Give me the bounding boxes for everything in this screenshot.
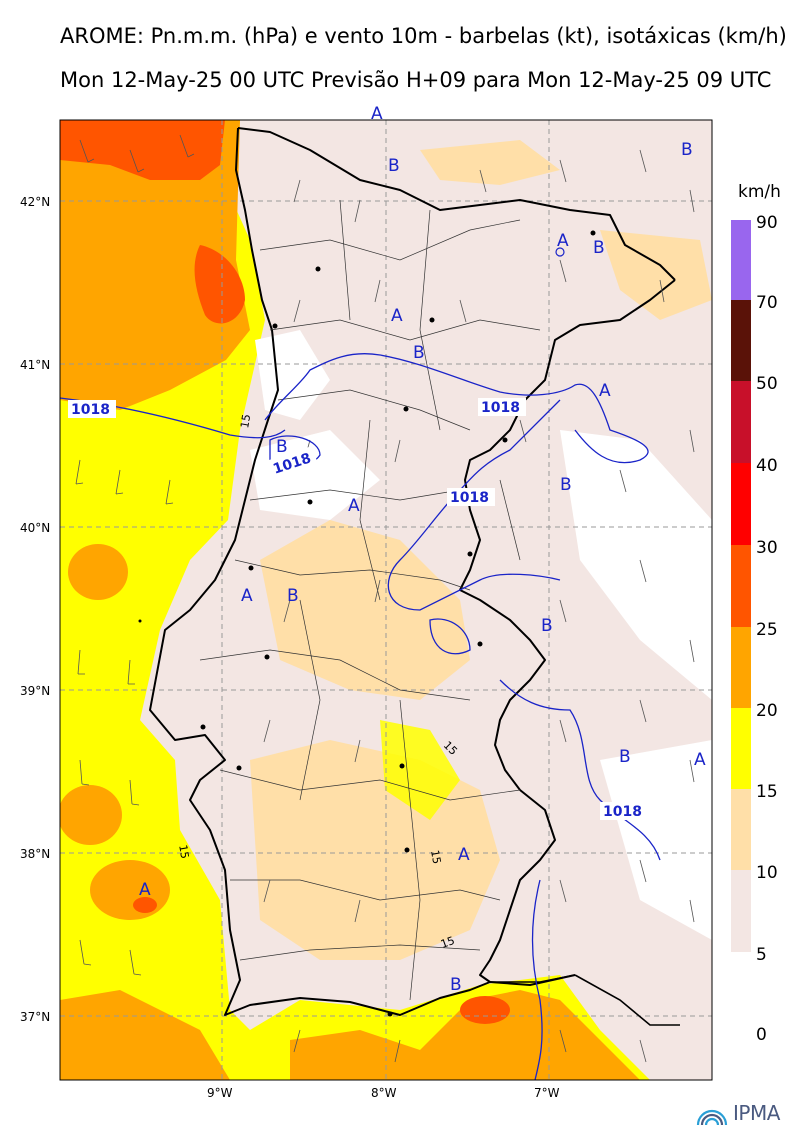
isotach-label-ocean: 15: [176, 844, 191, 860]
high-marker: A: [458, 845, 470, 865]
ipma-logo-icon: [696, 1109, 728, 1126]
low-marker: B: [276, 437, 288, 457]
low-marker: B: [681, 140, 693, 160]
isotach-label-south: 15: [439, 934, 457, 951]
lat-label-38: 38°N: [20, 847, 50, 861]
pressure-markers: A B B A B A B A B B A A B B B A A A B: [139, 104, 706, 995]
land-wind-10-15-center: [260, 520, 470, 700]
ipma-logo-text: IPMA: [733, 1101, 780, 1125]
isobar-label-1018-east: 1018: [603, 804, 642, 820]
land-calm-patch-3: [560, 430, 712, 700]
spain-coast: [490, 974, 680, 1026]
ocean-wind-20-25-south: [60, 990, 230, 1080]
land-calm-patch-2: [250, 430, 380, 520]
isotach-label-coast: 15: [238, 413, 253, 429]
ocean-orange-patch-3: [90, 860, 170, 920]
colorbar-swatch-40-50: [731, 381, 751, 463]
colorbar-tick: 10: [756, 863, 778, 883]
low-marker: B: [450, 975, 462, 995]
colorbar-unit: km/h: [738, 182, 781, 202]
high-marker: A: [694, 750, 706, 770]
isotach-field: [60, 120, 712, 1080]
colorbar-swatch-10-15: [731, 789, 751, 870]
colorbar-tick: 25: [756, 620, 778, 640]
colorbar-tick: 90: [756, 213, 778, 233]
colorbar-tick: 15: [756, 782, 778, 802]
ocean-wind-20-25: [60, 120, 250, 410]
isobar-label-1018-center: 1018: [450, 490, 489, 506]
lat-label-42: 42°N: [20, 195, 50, 209]
isobar-label-1018-west: 1018: [71, 402, 110, 418]
land-wind-15-20-patch: [380, 720, 460, 820]
colorbar-swatch-20-25: [731, 627, 751, 708]
colorbar-tick: 5: [756, 945, 767, 965]
high-marker: A: [241, 586, 253, 606]
high-marker: A: [139, 880, 151, 900]
low-marker: B: [541, 616, 553, 636]
isotach-label-alentejo: 15: [428, 849, 443, 865]
high-marker: A: [599, 381, 611, 401]
lat-label-41: 41°N: [20, 358, 50, 372]
colorbar-tick: 40: [756, 456, 778, 476]
low-marker: B: [619, 747, 631, 767]
colorbar-swatch-70-90: [731, 220, 751, 300]
low-marker: B: [413, 343, 425, 363]
low-marker: B: [593, 238, 605, 258]
colorbar-tick: 20: [756, 701, 778, 721]
lat-label-37: 37°N: [20, 1010, 50, 1024]
graticule: [60, 120, 712, 1080]
lat-label-40: 40°N: [20, 521, 50, 535]
colorbar-swatch-25-30: [731, 545, 751, 627]
ocean-red-algarve: [460, 996, 510, 1024]
high-marker: A: [371, 104, 383, 124]
low-marker: B: [388, 156, 400, 176]
district-borders: [199, 199, 541, 1001]
chart-title: AROME: Pn.m.m. (hPa) e vento 10m - barbe…: [60, 24, 787, 48]
lon-label-9w: 9°W: [207, 1086, 233, 1100]
lon-label-8w: 8°W: [371, 1086, 397, 1100]
colorbar-swatch-5-10: [731, 870, 751, 952]
high-marker: A: [557, 231, 569, 251]
chart-subtitle: Mon 12-May-25 00 UTC Previsão H+09 para …: [60, 68, 772, 92]
isobar-ring: [555, 247, 565, 257]
low-marker: B: [560, 475, 572, 495]
colorbar-swatch-30-40: [731, 463, 751, 545]
lon-label-7w: 7°W: [534, 1086, 560, 1100]
longitude-labels: 9°W 8°W 7°W: [207, 1086, 560, 1100]
colorbar-swatch-15-20: [731, 708, 751, 789]
isobar-label-1018-north: 1018: [481, 400, 520, 416]
colorbar-swatch-50-70: [731, 300, 751, 381]
city-dots: [138, 230, 596, 1017]
ocean-wind-25-30-north: [60, 120, 225, 180]
land-calm-patch-4: [600, 740, 712, 940]
ocean-wind-25-30-core: [194, 245, 245, 324]
ocean-red-patch: [133, 897, 157, 913]
land-wind-10-15-ne: [600, 230, 712, 320]
colorbar-tick: 30: [756, 538, 778, 558]
high-marker: A: [348, 496, 360, 516]
isotach-labels: 15 15 15 15 15: [176, 413, 460, 951]
wind-barbs: [75, 134, 695, 1063]
ocean-orange-patch-1: [68, 544, 128, 600]
high-marker: A: [391, 306, 403, 326]
colorbar: km/h 90 70 50 40 30 25 20 15 10 5 0: [731, 182, 781, 1045]
colorbar-tick: 0: [756, 1025, 767, 1045]
latitude-labels: 42°N 41°N 40°N 39°N 38°N 37°N: [20, 195, 50, 1024]
country-border: [149, 127, 676, 1016]
lat-label-39: 39°N: [20, 684, 50, 698]
ocean-orange-patch-2: [60, 785, 122, 845]
map-frame: [59, 119, 713, 1081]
colorbar-tick: 50: [756, 374, 778, 394]
low-marker: B: [287, 586, 299, 606]
colorbar-tick: 70: [756, 293, 778, 313]
ocean-wind-20-25-algarve: [290, 990, 640, 1080]
land-wind-10-15-north: [420, 140, 560, 185]
